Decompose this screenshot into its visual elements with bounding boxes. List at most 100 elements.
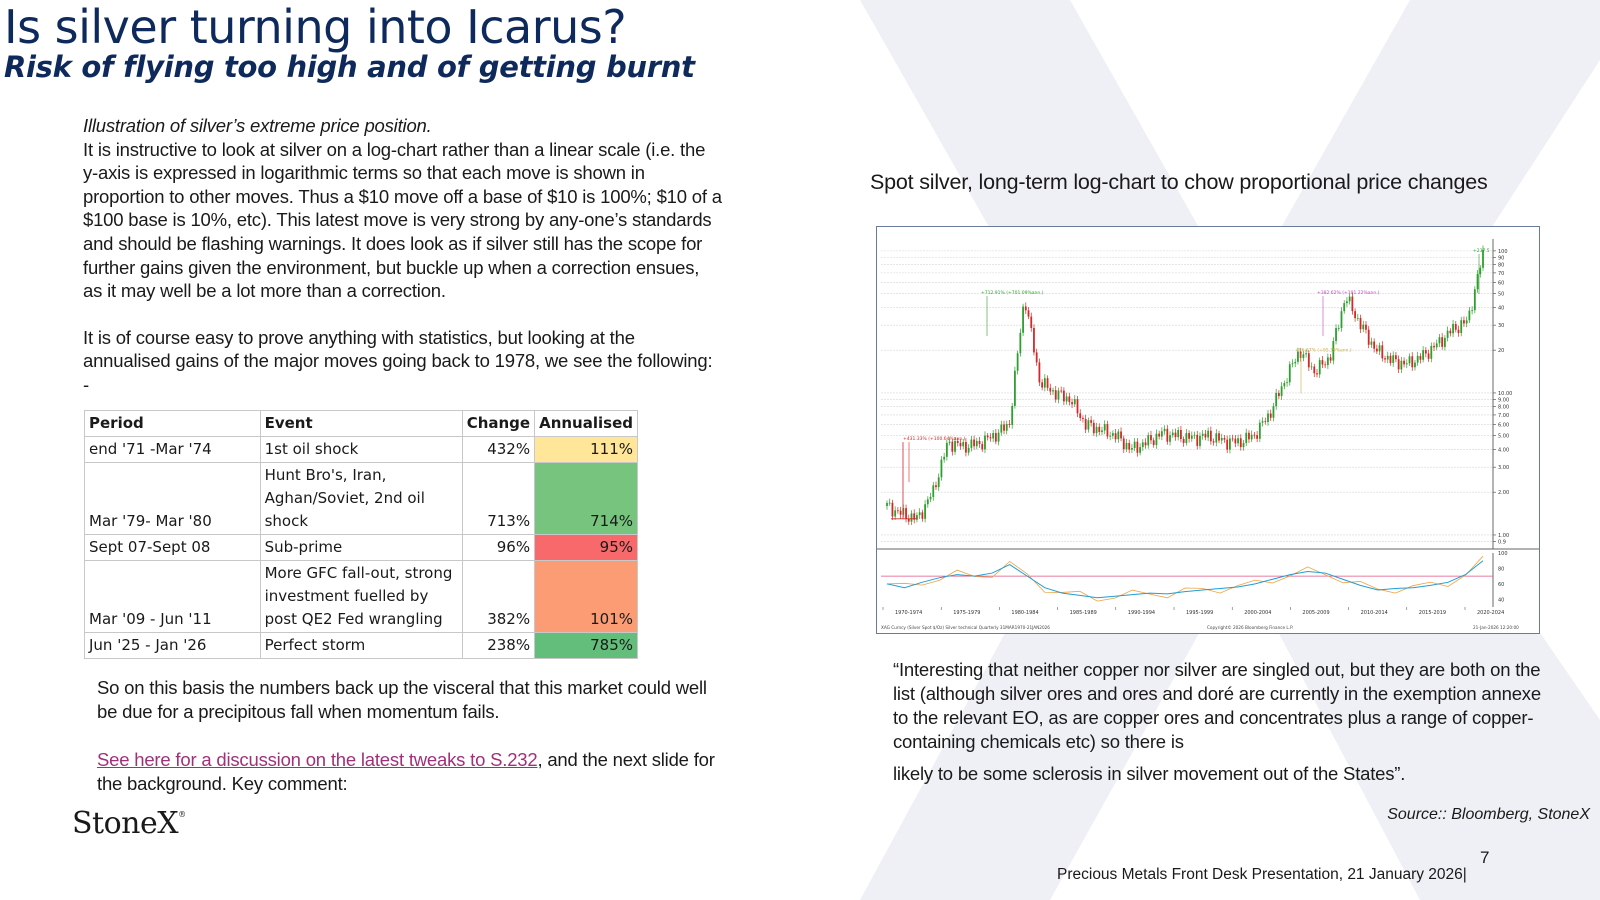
candle-body — [1041, 382, 1044, 388]
candle-body — [1430, 345, 1433, 359]
candle-body — [978, 440, 981, 445]
candle-body — [1033, 327, 1035, 353]
candle-body — [1275, 392, 1278, 407]
x-tick-label: 2020-2024 — [1477, 610, 1504, 616]
candle-body — [1049, 387, 1052, 392]
candle-body — [1062, 390, 1065, 402]
s232-discussion-link[interactable]: See here for a discussion on the latest … — [97, 749, 538, 770]
intro-body: It is instructive to look at silver on a… — [83, 138, 722, 302]
candle-body — [1476, 274, 1479, 290]
candle-body — [1310, 366, 1313, 368]
candle-body — [1054, 390, 1057, 400]
candle-body — [1479, 267, 1482, 275]
candle-body — [1057, 390, 1060, 400]
quote-main: “Interesting that neither copper nor sil… — [893, 659, 1541, 752]
candle-body — [1109, 435, 1112, 437]
candle-body — [1473, 289, 1476, 311]
candle-body — [1433, 345, 1435, 348]
candle-body — [1215, 433, 1218, 443]
candle-body — [1229, 438, 1231, 450]
candle-body — [1286, 382, 1288, 384]
y-tick-label: 80 — [1498, 263, 1504, 269]
candle-body — [932, 485, 935, 498]
candle-body — [1043, 378, 1046, 388]
candle-body — [1209, 430, 1212, 442]
candle-body — [965, 442, 967, 453]
candle-body — [1482, 249, 1484, 268]
candle-body — [1185, 433, 1188, 443]
table-row: Mar '79- Mar '80 Hunt Bro's, Iran, Aghan… — [84, 462, 638, 535]
candle-body — [1147, 435, 1150, 446]
candle-body — [1288, 364, 1291, 383]
candle-body — [1073, 399, 1076, 405]
candle-body — [1405, 363, 1408, 365]
candle-body — [1133, 441, 1136, 449]
cell-annualised: 714% — [534, 462, 638, 535]
candle-body — [973, 439, 975, 447]
candle-body — [1375, 348, 1378, 352]
candle-body — [1416, 355, 1419, 363]
candle-body — [1003, 424, 1005, 431]
candle-body — [1302, 354, 1305, 359]
candle-body — [1019, 332, 1022, 354]
candle-body — [1158, 433, 1161, 437]
y-tick-label: 40 — [1498, 305, 1504, 311]
candle-body — [1403, 360, 1405, 365]
s232-rest: , and the next slide for the background.… — [97, 749, 715, 794]
table-row: Jun '25 - Jan '26 Perfect storm 238% 785… — [84, 632, 638, 659]
candle-body — [1207, 430, 1210, 438]
candle-body — [1318, 360, 1321, 375]
price-candles — [886, 245, 1484, 525]
candle-body — [1256, 435, 1259, 439]
candle-body — [1245, 432, 1248, 444]
candle-body — [1092, 422, 1095, 434]
y-tick-label: 6.00 — [1498, 422, 1509, 428]
cell-event: More GFC fall-out, strong investment fue… — [259, 560, 463, 633]
candle-body — [916, 515, 918, 520]
x-tick-label: 2000-2004 — [1244, 610, 1271, 616]
candle-body — [1324, 364, 1327, 366]
cell-change: 713% — [461, 462, 536, 535]
candle-body — [1443, 337, 1446, 347]
candle-body — [1316, 373, 1318, 375]
candle-body — [1071, 402, 1073, 405]
candle-body — [1277, 392, 1280, 397]
cell-change: 432% — [461, 436, 536, 463]
candle-body — [918, 512, 921, 516]
candle-body — [967, 447, 970, 453]
candle-body — [1321, 360, 1324, 365]
candle-body — [1280, 386, 1283, 397]
candle-body — [1441, 337, 1444, 347]
candle-body — [1452, 323, 1454, 334]
candle-body — [888, 502, 891, 504]
candle-body — [1332, 341, 1335, 361]
logo-mark: ® — [178, 810, 186, 819]
candle-body — [1008, 423, 1011, 425]
y-tick-label: 5.00 — [1498, 434, 1509, 440]
chart-footer-center: Copyright© 2026 Bloomberg Finance L.P. — [1207, 625, 1293, 630]
candle-body — [937, 477, 940, 488]
page-title: Is silver turning into Icarus? — [4, 0, 627, 54]
candle-body — [1362, 324, 1365, 330]
candle-body — [1098, 426, 1101, 433]
candle-body — [1166, 428, 1169, 442]
candle-body — [1367, 329, 1370, 345]
s232-paragraph: See here for a discussion on the latest … — [97, 748, 717, 795]
cell-event: Sub-prime — [259, 534, 463, 561]
annotation-label: +431.33% (+100.64%ann.) — [903, 436, 966, 442]
x-tick-label: 1990-1994 — [1128, 610, 1155, 616]
candle-body — [984, 435, 986, 450]
candle-body — [1174, 432, 1177, 438]
header-event: Event — [259, 410, 463, 437]
candle-body — [1427, 353, 1430, 359]
key-comment-quote: “Interesting that neither copper nor sil… — [893, 658, 1543, 786]
candle-body — [1014, 370, 1016, 406]
candle-body — [935, 485, 937, 488]
candle-body — [1351, 296, 1354, 312]
candle-body — [1082, 418, 1084, 419]
annotation-label: +382.62% (+101.22%ann.) — [1317, 290, 1380, 296]
candle-body — [1250, 434, 1253, 440]
table-header-row: Period Event Change Annualised — [84, 410, 638, 437]
candle-body — [929, 497, 932, 500]
cell-event: 1st oil shock — [259, 436, 463, 463]
